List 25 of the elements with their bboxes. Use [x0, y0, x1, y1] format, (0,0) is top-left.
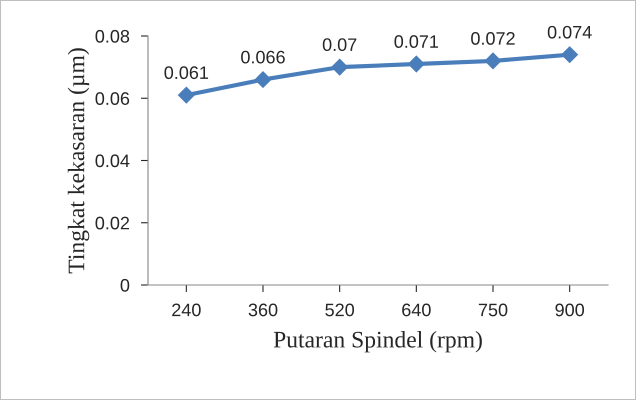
y-tick-label: 0.08: [96, 30, 130, 43]
x-tick-label: 900: [555, 304, 584, 316]
point: [331, 58, 348, 76]
point: [254, 71, 272, 88]
data-label: 0.074: [548, 26, 592, 39]
y-tick-label: 0.02: [96, 216, 130, 230]
y-tick-label: 0: [120, 278, 130, 292]
x-tick-label: 640: [402, 304, 431, 316]
point: [408, 56, 425, 72]
data-label: 0.061: [164, 66, 208, 80]
x-tick-label: 750: [478, 304, 508, 316]
data-label: 0.071: [394, 35, 438, 48]
x-tick-label: 240: [172, 304, 201, 316]
point: [561, 46, 578, 64]
x-axis-title: Putaran Spindel (rpm): [274, 331, 482, 352]
y-tick-label: 0.06: [96, 92, 130, 105]
x-tick-label: 520: [325, 304, 354, 316]
data-label: 0.072: [471, 32, 515, 45]
data-label: 0.07: [322, 38, 356, 52]
y-axis-title: Tingkat kekasaran (µm): [68, 48, 90, 274]
data-label: 0.066: [241, 50, 285, 64]
y-tick-label: 0.04: [96, 154, 130, 168]
point: [178, 86, 195, 104]
point: [484, 52, 502, 70]
x-tick-label: 360: [248, 304, 278, 316]
